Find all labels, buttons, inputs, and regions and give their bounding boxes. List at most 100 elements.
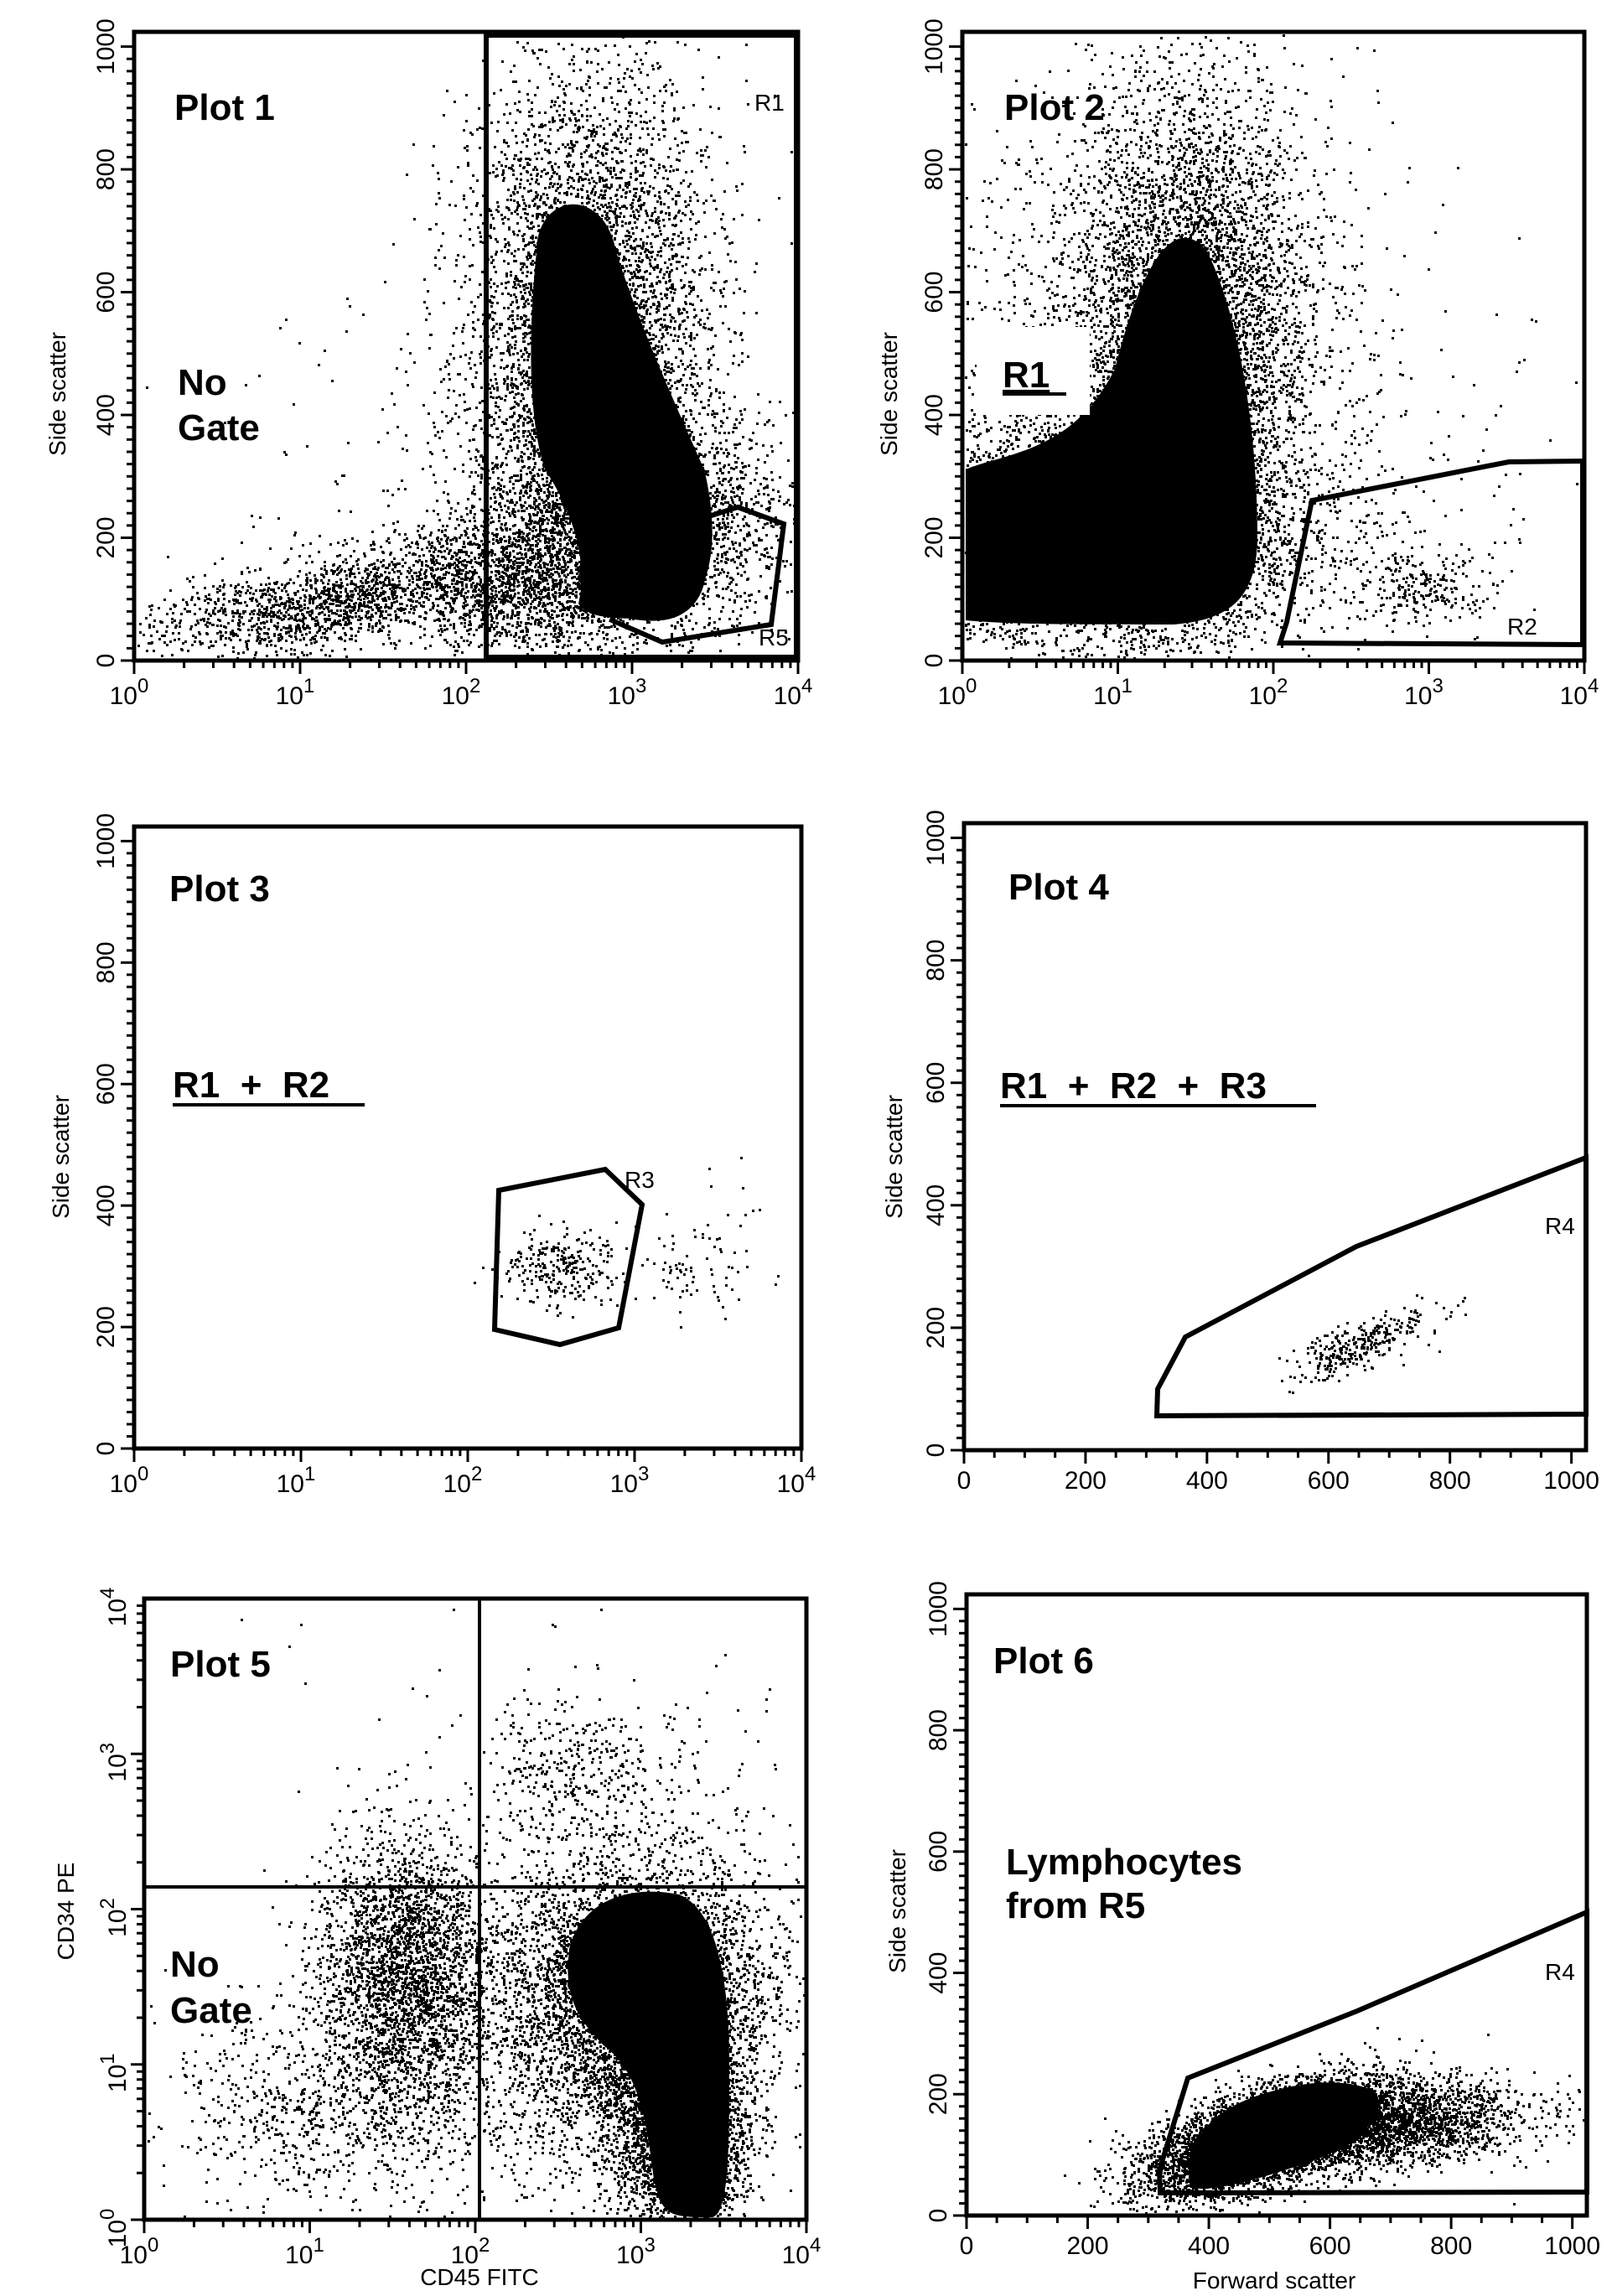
plot-1-y-axis: 0 200 400 600 800 1000 (92, 18, 134, 667)
plot-1: Plot 1 No Gate R1 R5 Side scatter 0 200 40… (44, 18, 812, 710)
svg-text:104: 104 (777, 1463, 816, 1498)
plot-2: Plot 2 R1 R2 Side scatter 0 200 400 600 800 1… (876, 18, 1599, 710)
plot-1-x-axis: 100 101 102 103 104 (110, 661, 813, 710)
svg-text:101: 101 (277, 1463, 316, 1498)
svg-text:600: 600 (1308, 1467, 1350, 1495)
svg-text:800: 800 (1430, 2232, 1472, 2260)
svg-text:1000: 1000 (92, 18, 120, 75)
plot-4: Plot 4 R1 + R2 + R3 R4 Side scatter 0 200… (881, 810, 1599, 1495)
plot-5-annotation-line1: No (170, 1944, 220, 1985)
svg-text:400: 400 (920, 394, 948, 436)
svg-text:800: 800 (922, 940, 950, 982)
plot-6: Plot 6 Lymphocytes from R5 R4 Side scatt… (884, 1581, 1600, 2293)
svg-text:200: 200 (92, 1306, 120, 1348)
svg-text:600: 600 (925, 1831, 952, 1873)
gate-r3 (491, 1166, 645, 1348)
plot-5-title: Plot 5 (170, 1644, 271, 1685)
plot-3-x-axis: 100 101 102 103 104 (110, 1449, 816, 1498)
svg-text:103: 103 (608, 675, 647, 710)
plot-6-x-axis: 0 200 400 600 800 1000 (960, 2216, 1600, 2260)
svg-text:101: 101 (1093, 675, 1133, 710)
plot-2-scatter-points (965, 34, 1578, 660)
svg-text:800: 800 (92, 148, 120, 190)
plot-5: Plot 5 No Gate CD34 PE CD45 FITC 1001011… (53, 1588, 821, 2290)
svg-text:0: 0 (92, 1442, 120, 1456)
gate-r3-label: R3 (625, 1167, 655, 1193)
svg-text:200: 200 (922, 1307, 950, 1349)
svg-text:104: 104 (782, 2234, 822, 2269)
svg-text:103: 103 (610, 1463, 650, 1498)
svg-text:400: 400 (92, 1184, 120, 1226)
plot-2-label-box (977, 327, 1090, 415)
svg-text:200: 200 (1067, 2232, 1109, 2260)
plot-6-x-axis-label: Forward scatter (1193, 2267, 1356, 2293)
gate-r2-label: R2 (1507, 614, 1537, 640)
svg-text:100: 100 (110, 1463, 149, 1498)
svg-text:0: 0 (925, 2209, 952, 2223)
svg-text:800: 800 (92, 941, 120, 983)
gate-r5 (609, 504, 787, 645)
plot-5-scatter-points (148, 1609, 806, 2219)
svg-text:0: 0 (92, 654, 120, 668)
svg-text:400: 400 (922, 1184, 950, 1226)
svg-text:1000: 1000 (92, 813, 120, 869)
svg-text:102: 102 (443, 1463, 483, 1498)
plot-5-y-axis-label: CD34 PE (53, 1863, 79, 1961)
svg-text:101: 101 (96, 2053, 132, 2092)
svg-text:600: 600 (92, 1063, 120, 1105)
plot-5-x-axis-label: CD45 FITC (420, 2264, 539, 2290)
svg-text:103: 103 (96, 1743, 132, 1782)
svg-text:104: 104 (774, 675, 813, 710)
svg-text:0: 0 (960, 2232, 974, 2260)
svg-text:400: 400 (1186, 1467, 1228, 1495)
plot-3-title: Plot 3 (169, 868, 270, 910)
plot-5-x-axis: 100 101 102 103 104 (120, 2220, 822, 2269)
svg-text:101: 101 (285, 2234, 324, 2269)
plot-2-y-axis: 0 200 400 600 800 1000 (920, 18, 962, 667)
svg-text:1000: 1000 (1543, 1467, 1599, 1495)
svg-text:103: 103 (1404, 675, 1444, 710)
gate-r4-plot4 (1153, 1153, 1589, 1419)
svg-text:0: 0 (957, 1467, 972, 1495)
plot-3-frame (132, 824, 804, 1451)
svg-text:102: 102 (442, 675, 481, 710)
svg-text:200: 200 (92, 516, 120, 558)
plot-5-annotation-line2: Gate (170, 1990, 252, 2031)
plot-4-y-axis: 0 200 400 600 800 1000 (922, 810, 964, 1457)
gate-r4-label-plot4: R4 (1545, 1213, 1575, 1239)
svg-text:200: 200 (1065, 1467, 1107, 1495)
plot-3-y-axis-label: Side scatter (48, 1095, 74, 1219)
svg-text:101: 101 (276, 675, 315, 710)
gate-r1 (484, 33, 799, 660)
gate-r2 (1276, 458, 1585, 648)
svg-text:400: 400 (1188, 2232, 1230, 2260)
plot-6-title: Plot 6 (993, 1640, 1094, 1682)
svg-text:400: 400 (925, 1952, 952, 1994)
svg-text:100: 100 (938, 675, 977, 710)
plot-1-annotation-line2: Gate (178, 407, 260, 448)
svg-text:600: 600 (92, 272, 120, 314)
svg-text:200: 200 (925, 2073, 952, 2115)
svg-text:102: 102 (1249, 675, 1288, 710)
plot-3-y-axis: 0 200 400 600 800 1000 (92, 813, 134, 1455)
svg-text:400: 400 (92, 394, 120, 436)
svg-text:800: 800 (1429, 1467, 1471, 1495)
plot-6-y-axis: 0 200 400 600 800 1000 (925, 1581, 967, 2222)
svg-text:100: 100 (110, 675, 149, 710)
gate-r1-label: R1 (754, 90, 785, 116)
plot-1-annotation-line1: No (178, 362, 227, 403)
gate-r5-label: R5 (759, 625, 789, 650)
svg-text:0: 0 (920, 654, 948, 668)
plot-4-title: Plot 4 (1008, 867, 1109, 908)
plot-2-x-axis: 100 101 102 103 104 (938, 661, 1599, 710)
svg-text:104: 104 (1560, 675, 1599, 710)
svg-text:200: 200 (920, 516, 948, 558)
gate-r4-plot6 (1156, 1908, 1589, 2196)
plot-4-x-axis: 0 200 400 600 800 1000 (957, 1450, 1599, 1495)
plot-4-scatter-points (1278, 1294, 1467, 1394)
gate-r4-label-plot6: R4 (1545, 1959, 1575, 1985)
plot-1-title: Plot 1 (174, 87, 275, 128)
svg-text:0: 0 (922, 1443, 950, 1458)
plot-4-annotation: R1 + R2 + R3 (1000, 1065, 1267, 1107)
plot-6-y-axis-label: Side scatter (884, 1849, 910, 1973)
